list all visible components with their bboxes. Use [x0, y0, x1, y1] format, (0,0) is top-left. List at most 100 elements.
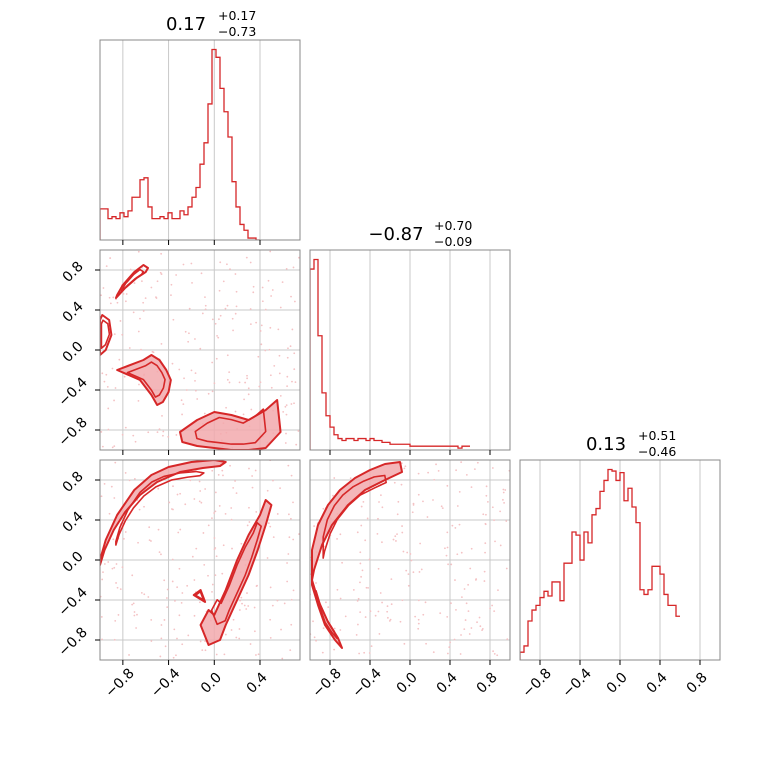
sample-point [214, 322, 217, 325]
sample-point [114, 461, 117, 464]
sample-point [381, 601, 383, 604]
sample-point [164, 645, 167, 648]
sample-point [234, 273, 237, 275]
sample-point [168, 501, 171, 504]
sample-point [211, 469, 214, 472]
sample-point [138, 508, 141, 511]
sample-point [456, 553, 459, 556]
sample-point [286, 580, 289, 583]
sample-point [180, 399, 183, 402]
sample-point [283, 602, 286, 605]
sample-point [167, 435, 170, 438]
sample-point [118, 358, 121, 361]
sample-point [411, 511, 414, 514]
sample-point [401, 599, 404, 602]
sample-point [226, 263, 228, 266]
tick-label-y: 0.4 [60, 299, 87, 326]
sample-point [401, 531, 404, 534]
sample-point [231, 317, 234, 320]
sample-point [224, 307, 227, 310]
sample-point [173, 628, 176, 631]
sample-point [459, 653, 462, 655]
sample-point [267, 522, 270, 525]
tick-label-x: 0.8 [474, 670, 501, 697]
sample-point [377, 610, 380, 613]
sample-point [111, 367, 114, 370]
sample-point [279, 394, 282, 397]
sample-point [201, 312, 204, 315]
sample-point [503, 501, 505, 504]
sample-point [403, 467, 406, 470]
sample-point [286, 385, 289, 388]
sample-point [273, 364, 276, 367]
sample-point [248, 467, 250, 470]
sample-point [176, 493, 179, 496]
sample-point [455, 469, 458, 472]
sample-point [115, 582, 117, 584]
sample-point [293, 300, 296, 303]
sample-point [193, 579, 196, 581]
panel-title-lower-error: −0.09 [434, 234, 472, 249]
sample-point [463, 588, 466, 590]
sample-point [249, 643, 252, 645]
sample-point [194, 389, 197, 392]
sample-point [211, 517, 213, 520]
tick-label-x: 0.4 [244, 670, 271, 697]
sample-point [449, 641, 452, 644]
sample-point [251, 475, 254, 477]
sample-point [151, 350, 154, 353]
sample-point [259, 381, 262, 384]
sample-point [460, 596, 463, 599]
sample-point [132, 602, 135, 605]
sample-point [219, 314, 222, 317]
sample-point [289, 345, 292, 348]
sample-point [140, 348, 142, 351]
sample-point [160, 637, 163, 640]
sample-point [491, 467, 494, 469]
sample-point [278, 354, 281, 357]
sample-point [292, 501, 294, 504]
sample-point [246, 377, 249, 380]
tick-label-x: 0.0 [198, 670, 225, 697]
sample-point [211, 318, 214, 321]
sample-point [109, 302, 112, 305]
sample-point [417, 472, 420, 475]
sample-point [141, 280, 143, 283]
sample-point [201, 649, 204, 652]
sample-point [214, 547, 217, 549]
sample-point [285, 268, 288, 270]
sample-point [458, 523, 461, 526]
sample-point [445, 554, 448, 557]
sample-point [297, 430, 300, 432]
sample-point [352, 589, 355, 591]
sample-point [119, 588, 122, 591]
sample-point [115, 563, 118, 565]
sample-point [199, 347, 202, 350]
sample-point [222, 474, 224, 477]
sample-point [446, 484, 449, 487]
sample-point [160, 343, 163, 345]
sample-point [269, 326, 272, 329]
sample-point [290, 474, 293, 477]
sample-point [327, 606, 330, 609]
sample-point [464, 619, 467, 621]
sample-point [193, 498, 196, 500]
contour-param3-vs-param2: −0.8 −0.4 0.0 0.4 0.8 [309, 459, 511, 701]
sample-point [200, 501, 203, 504]
sample-point [171, 580, 174, 583]
sample-point [234, 410, 237, 413]
sample-point [266, 557, 269, 559]
sample-point [243, 398, 245, 401]
sample-point [322, 507, 325, 510]
sample-point [196, 398, 199, 400]
sample-point [446, 652, 449, 655]
sample-point [207, 392, 210, 395]
sample-point [103, 482, 106, 485]
sample-point [105, 373, 108, 376]
sample-point [355, 633, 358, 636]
sample-point [284, 442, 287, 444]
sample-point [188, 332, 190, 335]
sample-point [417, 627, 420, 630]
sample-point [218, 318, 220, 321]
tick-label-x: 0.0 [394, 670, 421, 697]
